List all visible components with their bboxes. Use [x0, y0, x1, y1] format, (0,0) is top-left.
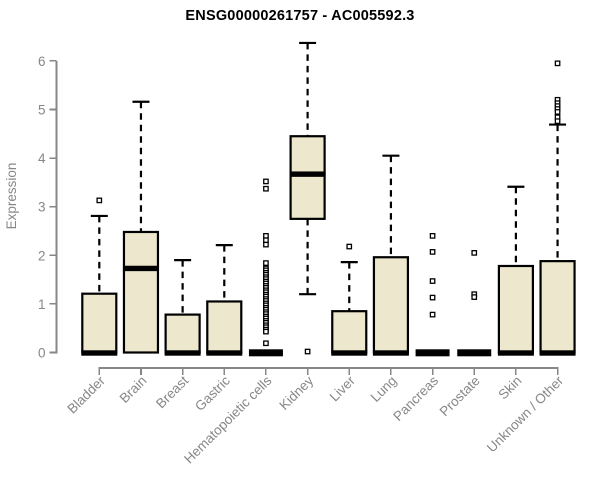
box-rect: [497, 264, 534, 354]
box-rect: [289, 135, 326, 220]
outlier-point: [263, 340, 269, 347]
box-group-skin: [497, 185, 534, 356]
x-tick-label-unknown-other: Unknown / Other: [484, 373, 567, 456]
box-rect: [206, 300, 243, 354]
y-tick-label: 3: [38, 200, 46, 215]
box-group-unknown-other: [539, 60, 576, 356]
median-line: [372, 350, 409, 356]
collapsed-box-bar: [248, 349, 283, 357]
median-line: [122, 265, 159, 272]
x-tick-label-bladder: Bladder: [64, 373, 108, 417]
median-line: [497, 350, 534, 356]
x-tick-label-kidney: Kidney: [276, 373, 316, 413]
box-rect: [122, 230, 160, 354]
x-tick-label-gastric: Gastric: [192, 373, 233, 414]
x-tick-label-brain: Brain: [117, 373, 150, 406]
outlier-point: [263, 328, 269, 335]
x-tick-label-prostate: Prostate: [437, 373, 483, 419]
outlier-point: [429, 294, 436, 301]
outlier-point: [429, 311, 436, 318]
y-tick-label: 0: [38, 346, 46, 361]
outlier-point: [471, 250, 478, 256]
box-rect: [164, 313, 201, 354]
outlier-point: [471, 294, 478, 300]
outlier-point: [429, 233, 436, 239]
median-line: [331, 350, 368, 356]
box-group-brain: [122, 100, 160, 354]
outlier-point: [304, 348, 311, 355]
box-group-prostate: [457, 250, 492, 357]
y-axis-label: Expression: [4, 163, 19, 230]
y-tick-label: 5: [38, 103, 46, 118]
y-tick-label: 1: [38, 297, 46, 312]
x-tick-label-pancreas: Pancreas: [390, 373, 441, 424]
median-line: [206, 350, 243, 356]
box-group-pancreas: [415, 233, 450, 357]
median-line: [164, 350, 201, 356]
box-rect: [81, 292, 118, 354]
x-tick-label-liver: Liver: [327, 373, 359, 405]
outlier-point: [263, 185, 269, 192]
outlier-point: [554, 118, 561, 125]
box-group-liver: [331, 243, 368, 356]
outlier-point: [429, 249, 436, 255]
box-group-hematopoietic-cells: [248, 178, 283, 357]
box-rect: [331, 310, 368, 354]
median-line: [81, 350, 118, 356]
outlier-point: [263, 260, 269, 266]
outlier-point: [429, 278, 436, 284]
box-rect: [372, 256, 410, 354]
y-tick-label: 4: [38, 151, 46, 166]
outlier-point: [346, 243, 353, 250]
box-rect: [539, 260, 576, 354]
box-group-lung: [372, 154, 410, 356]
collapsed-box-bar: [457, 349, 492, 357]
outlier-point: [554, 109, 561, 115]
box-group-breast: [164, 259, 201, 356]
x-tick-label-lung: Lung: [368, 373, 400, 405]
box-group-gastric: [206, 243, 243, 356]
box-group-kidney: [289, 41, 326, 355]
outlier-point: [554, 60, 561, 67]
chart-title: ENSG00000261757 - AC005592.3: [185, 8, 415, 24]
outlier-point: [263, 241, 269, 248]
y-tick-label: 6: [38, 54, 46, 69]
box-group-bladder: [81, 197, 118, 356]
collapsed-box-bar: [415, 349, 450, 357]
y-tick-label: 2: [38, 248, 46, 263]
x-tick-label-skin: Skin: [495, 373, 524, 402]
x-tick-label-breast: Breast: [153, 373, 191, 411]
outlier-point: [96, 197, 103, 204]
median-line: [289, 171, 326, 177]
outlier-point: [263, 178, 269, 185]
median-line: [539, 350, 576, 356]
